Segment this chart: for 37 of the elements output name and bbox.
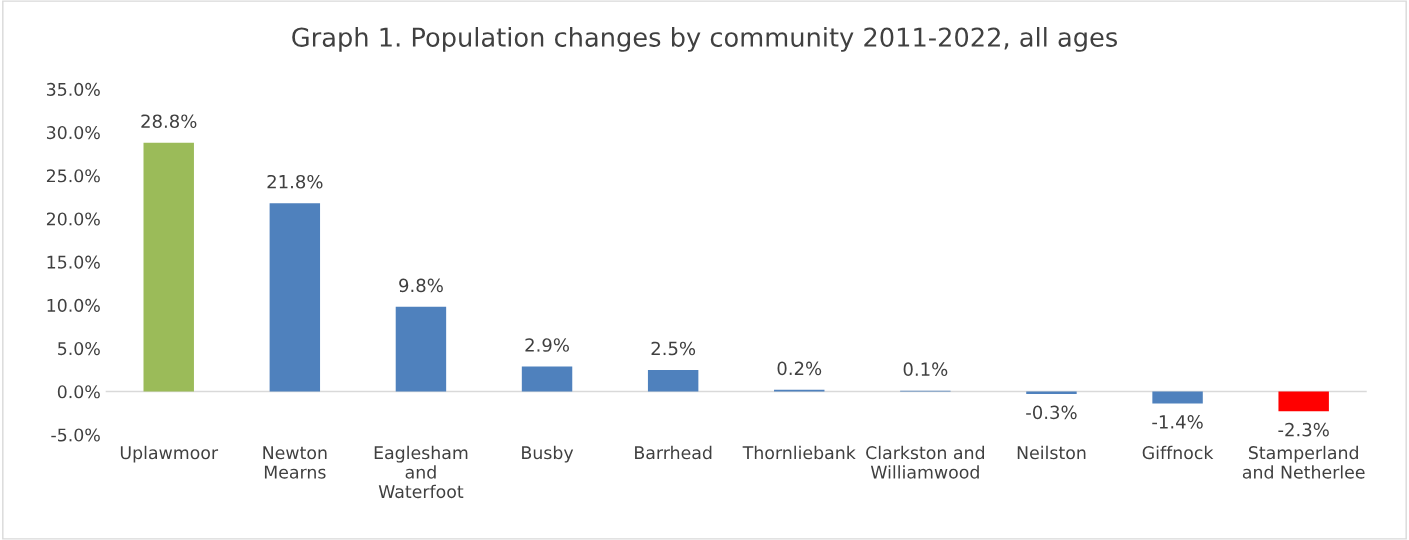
y-tick-label: 10.0%	[47, 298, 100, 312]
data-label: 0.1%	[903, 362, 948, 377]
bar	[269, 203, 321, 392]
x-tick-label: Clarkston and Williamwood	[866, 445, 984, 479]
y-tick-label: -5.0%	[51, 428, 100, 442]
x-tick-label: Stamperland and Netherlee	[1242, 445, 1365, 479]
data-label: -0.3%	[1026, 405, 1077, 420]
y-tick-label: 0.0%	[57, 385, 100, 399]
y-tick-label: 20.0%	[46, 212, 100, 226]
data-label: 9.8%	[399, 278, 443, 293]
bar	[647, 369, 699, 392]
x-tick-label: Barrhead	[635, 445, 712, 460]
x-tick-label: Uplawmoor	[120, 445, 219, 463]
bar	[395, 306, 447, 392]
y-tick-label: 25.0%	[46, 169, 100, 183]
y-tick-label: 30.0%	[46, 126, 100, 140]
data-label: 2.9%	[525, 338, 569, 352]
x-tick-label: Busby	[522, 445, 574, 463]
x-tick-label: Eaglesham and Waterfoot	[374, 445, 468, 499]
x-tick-label: Newton Mearns	[263, 446, 327, 479]
x-tick-label: Giffnock	[1142, 445, 1214, 460]
data-label: 21.8%	[267, 174, 323, 189]
y-tick-label: 35.0%	[46, 82, 100, 96]
x-tick-label: Thornliebank	[742, 445, 856, 460]
x-tick-label: Neilston	[1017, 445, 1086, 460]
data-label: 28.8%	[141, 114, 197, 129]
y-tick-label: 15.0%	[47, 255, 100, 269]
data-label: -2.3%	[1278, 422, 1329, 437]
bar	[1152, 391, 1203, 404]
bar	[143, 142, 194, 392]
data-label: -1.4%	[1152, 415, 1203, 429]
data-label: 0.2%	[777, 361, 822, 376]
bar	[1278, 391, 1329, 412]
data-label: 2.5%	[651, 341, 696, 356]
chart-title: Graph 1. Population changes by community 2011-2022, all ages	[292, 27, 1117, 52]
bar	[521, 366, 573, 392]
y-tick-label: 5.0%	[58, 342, 100, 356]
